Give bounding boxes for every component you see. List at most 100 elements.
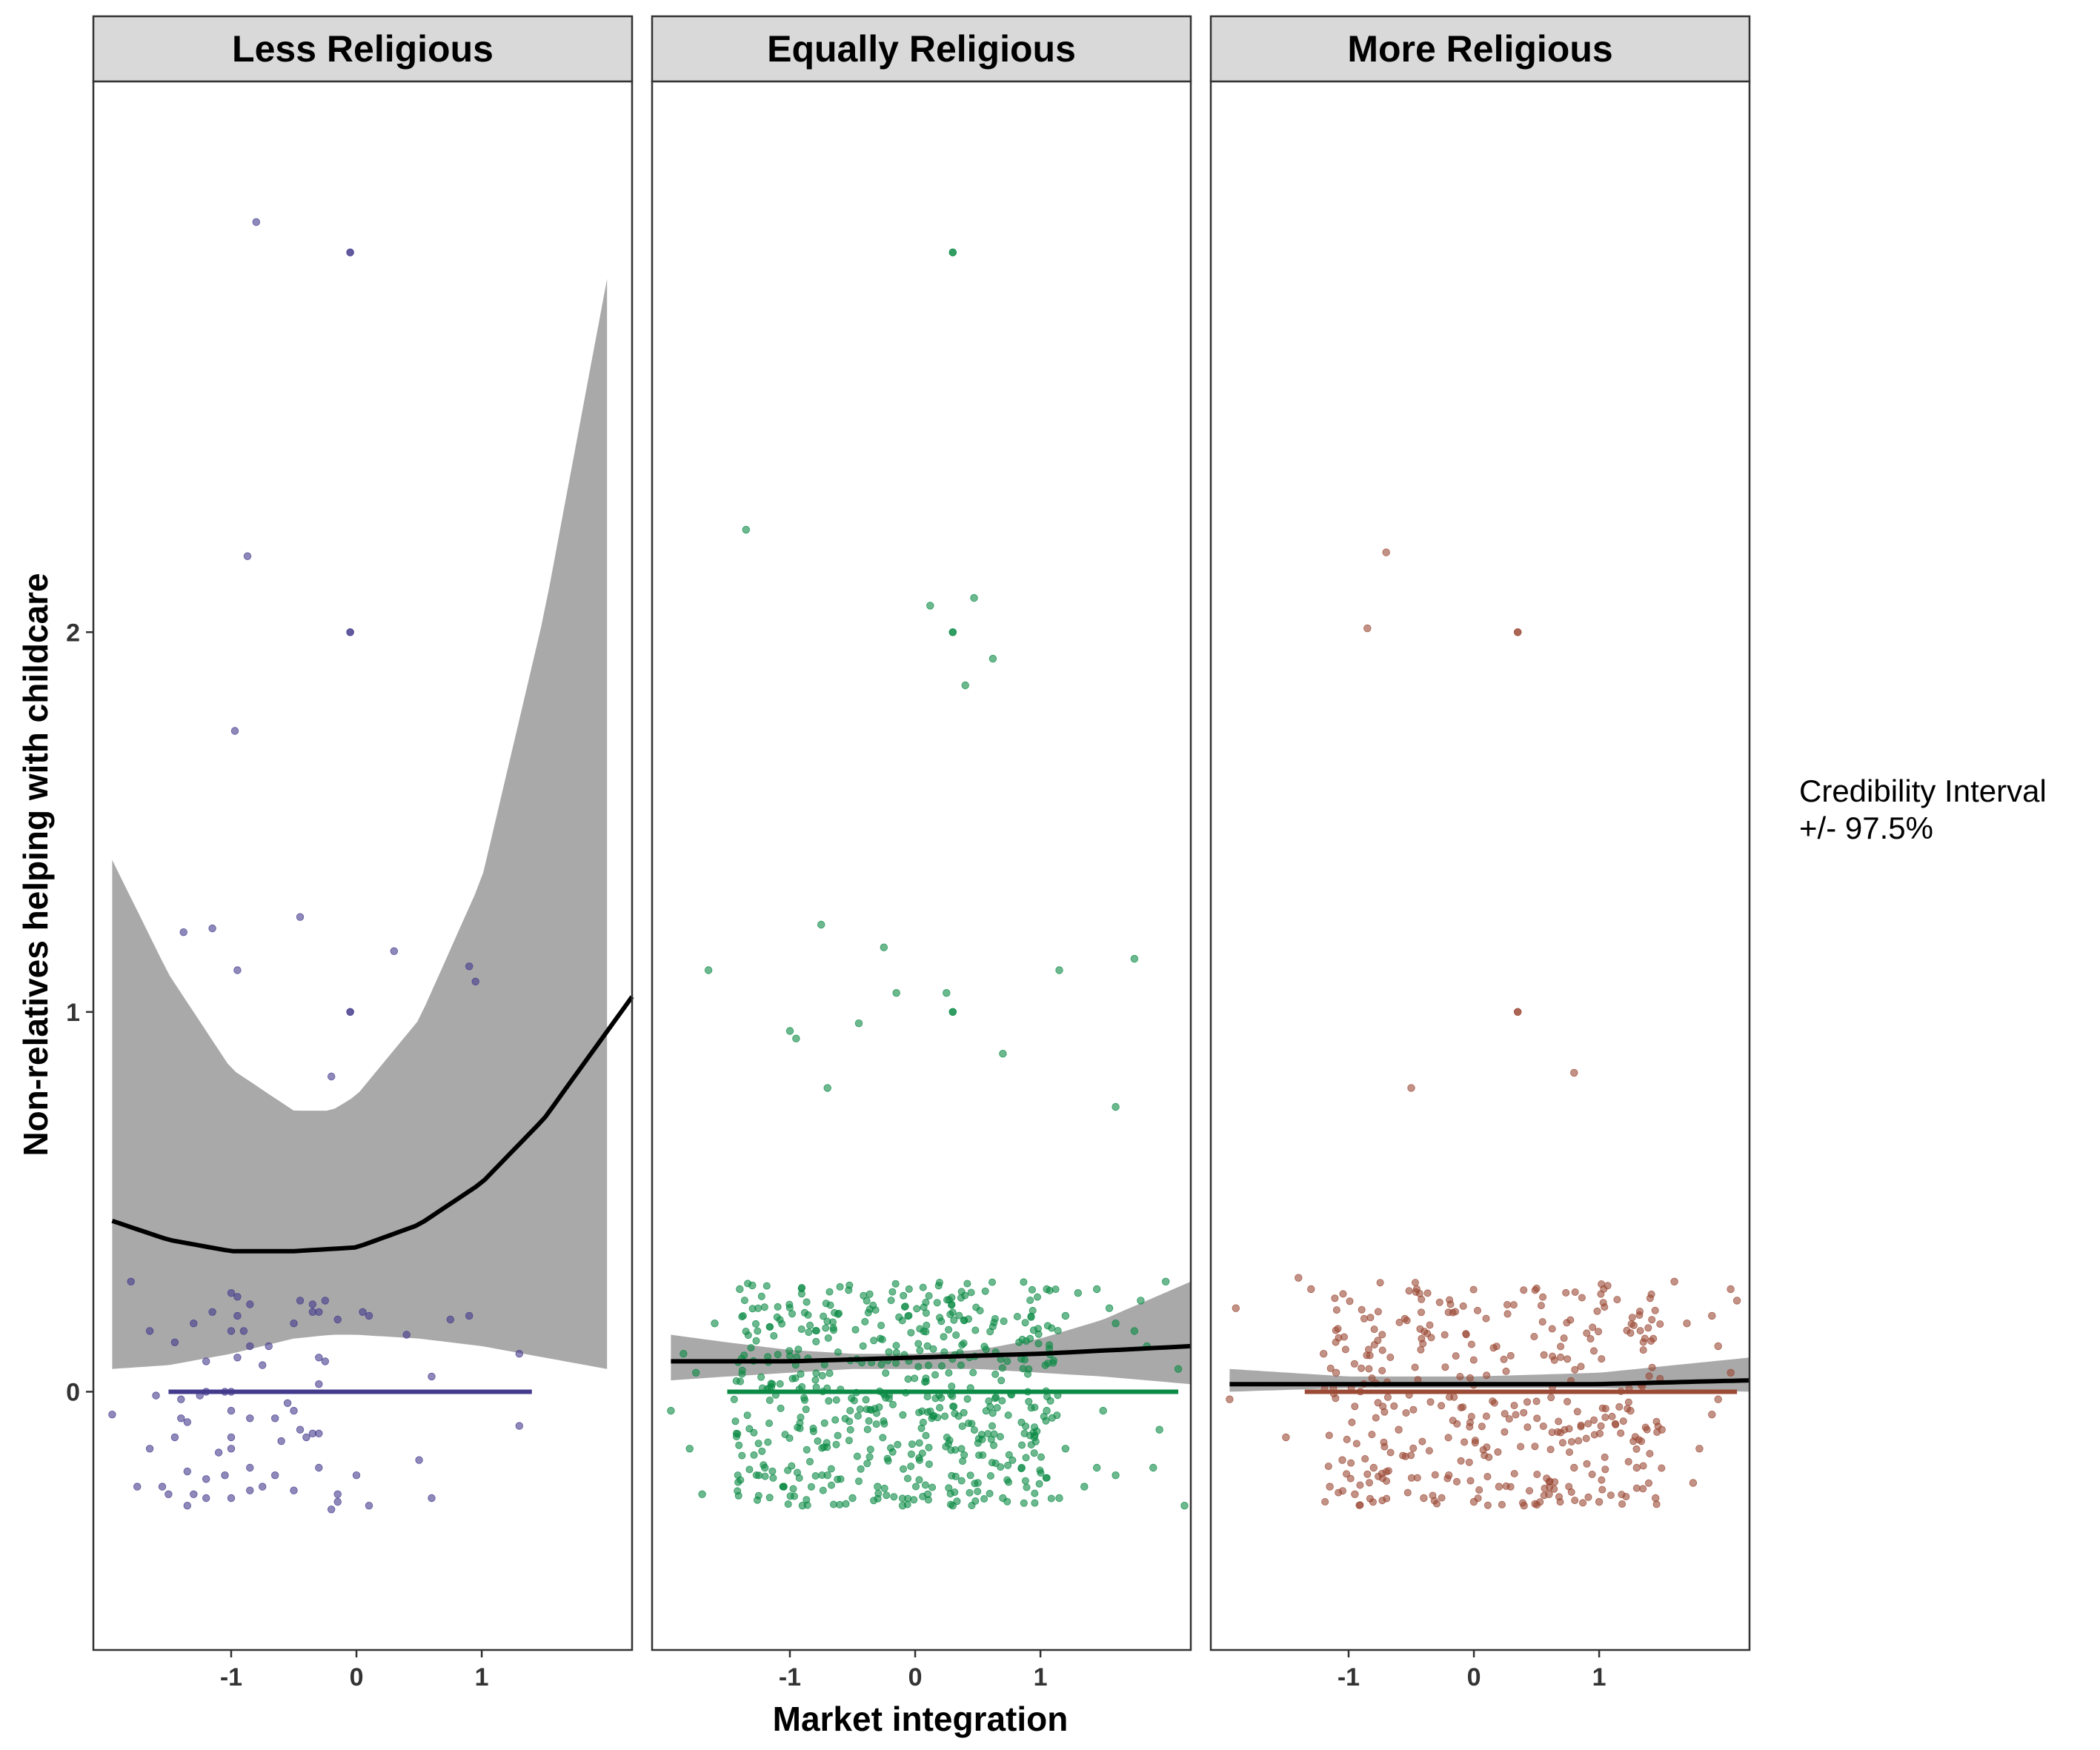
data-point <box>1324 1463 1332 1471</box>
data-point <box>1438 1494 1446 1502</box>
data-point <box>1453 1477 1461 1485</box>
data-point <box>183 1418 192 1426</box>
data-point <box>931 1394 940 1403</box>
data-point <box>818 1444 826 1452</box>
data-point <box>905 1285 913 1293</box>
data-point <box>873 1409 881 1417</box>
data-point <box>986 1403 994 1411</box>
data-point <box>980 1495 988 1503</box>
data-point <box>898 1494 906 1503</box>
data-point <box>183 1467 192 1476</box>
data-point <box>1598 1485 1606 1494</box>
data-point <box>747 1344 755 1352</box>
data-point <box>315 1380 323 1388</box>
data-point <box>1520 1501 1528 1510</box>
data-point <box>1708 1410 1716 1419</box>
data-point <box>1403 1488 1412 1497</box>
data-point <box>845 1437 853 1445</box>
data-point <box>346 628 354 636</box>
data-point <box>971 1326 980 1334</box>
data-point <box>1043 1322 1051 1330</box>
data-point <box>863 1425 871 1434</box>
data-point <box>1595 1429 1604 1437</box>
data-point <box>1351 1403 1359 1411</box>
facet-panel: Equally Religious -1 0 1 <box>651 15 1192 1691</box>
data-point <box>803 1445 811 1454</box>
data-point <box>277 1437 285 1445</box>
data-point <box>1579 1499 1587 1507</box>
data-point <box>832 1396 840 1404</box>
data-point <box>1441 1363 1449 1371</box>
data-point <box>856 1405 864 1414</box>
data-point <box>1022 1454 1030 1462</box>
data-point <box>765 1397 774 1405</box>
data-point <box>227 1406 236 1415</box>
data-point <box>798 1383 806 1391</box>
data-point <box>1112 1102 1120 1111</box>
data-point <box>959 1457 967 1465</box>
data-point <box>165 1490 173 1499</box>
data-point <box>745 1425 754 1433</box>
data-point <box>1575 1437 1583 1445</box>
data-point <box>885 1348 893 1356</box>
data-point <box>1571 1497 1579 1505</box>
x-tick-label: -1 <box>220 1663 242 1691</box>
data-point <box>1644 1479 1652 1487</box>
facet-panel: More Religious -1 0 1 <box>1209 15 1751 1691</box>
data-point <box>1061 1445 1070 1453</box>
data-point <box>428 1494 436 1503</box>
data-point <box>768 1467 777 1475</box>
data-point <box>1282 1433 1290 1442</box>
data-point <box>901 1302 909 1311</box>
data-point <box>1524 1423 1532 1431</box>
data-point <box>1567 1488 1575 1496</box>
fitted-curve <box>1229 1378 1750 1387</box>
data-point <box>874 1494 882 1503</box>
data-point <box>730 1395 738 1403</box>
data-point <box>970 1426 978 1434</box>
data-point <box>1570 1068 1578 1077</box>
data-point <box>1174 1365 1183 1373</box>
data-point <box>1403 1317 1411 1325</box>
data-point <box>1523 1398 1531 1406</box>
data-point <box>1004 1411 1012 1420</box>
data-point <box>894 1440 902 1448</box>
x-tick-label: 0 <box>908 1663 923 1691</box>
data-point <box>1003 1476 1011 1484</box>
data-point <box>991 1370 1000 1378</box>
data-point <box>685 1445 694 1453</box>
data-point <box>1635 1436 1643 1444</box>
data-point <box>1415 1289 1423 1297</box>
data-point <box>797 1290 805 1298</box>
data-point <box>1545 1490 1553 1499</box>
data-point <box>965 1420 973 1428</box>
data-point <box>997 1377 1006 1385</box>
data-point <box>999 1049 1007 1058</box>
data-point <box>796 1419 804 1427</box>
data-point <box>233 1354 242 1362</box>
data-point <box>731 1417 740 1425</box>
data-point <box>877 1322 885 1330</box>
data-point <box>1370 1325 1378 1334</box>
data-point <box>1346 1297 1354 1305</box>
data-point <box>1595 1328 1603 1336</box>
data-point <box>988 1278 997 1286</box>
data-point <box>190 1319 198 1328</box>
data-point <box>1462 1331 1470 1339</box>
data-point <box>834 1348 842 1357</box>
data-point <box>1024 1370 1032 1378</box>
data-point <box>1326 1483 1334 1491</box>
data-point <box>1018 1441 1026 1449</box>
data-point <box>1407 1084 1415 1092</box>
data-point <box>265 1342 273 1351</box>
data-point <box>946 1311 954 1319</box>
data-point <box>963 1395 971 1403</box>
data-point <box>1441 1331 1449 1339</box>
data-point <box>867 1406 875 1414</box>
data-point <box>177 1395 185 1403</box>
data-point <box>1034 1340 1043 1348</box>
data-point <box>1466 1423 1474 1431</box>
data-point <box>1026 1297 1034 1305</box>
data-point <box>1370 1341 1378 1349</box>
data-point <box>1708 1311 1716 1320</box>
